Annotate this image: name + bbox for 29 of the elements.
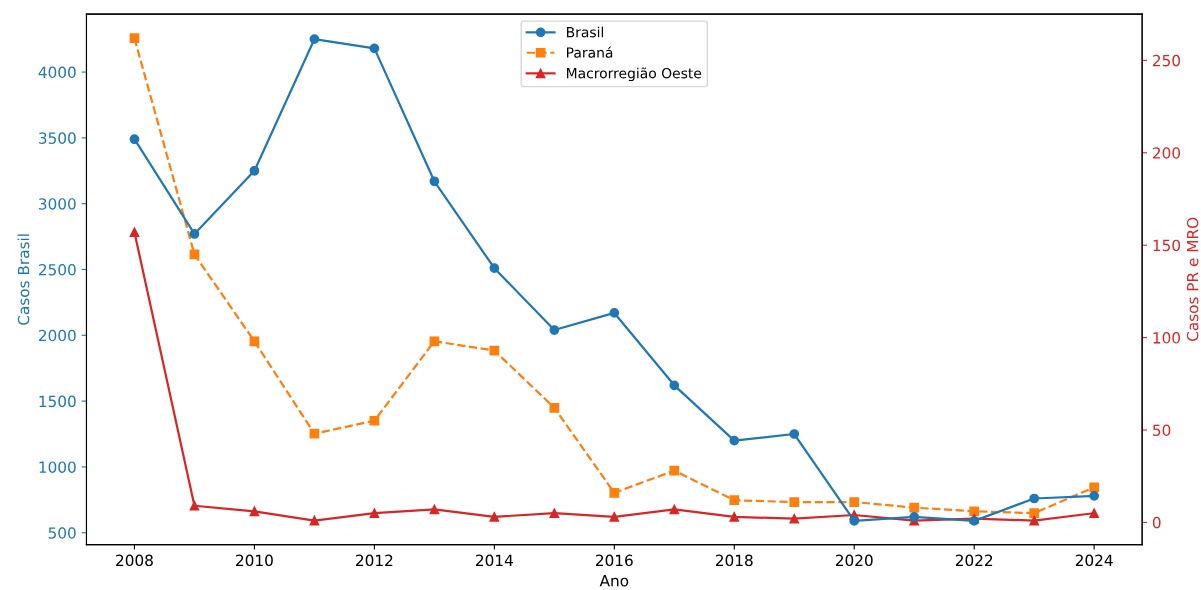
legend-label: Macrorregião Oeste bbox=[567, 67, 702, 82]
y2-tick-label: 50 bbox=[1153, 424, 1171, 437]
legend-label: Paraná bbox=[567, 46, 613, 58]
y-tick-label: 3500 bbox=[39, 132, 76, 144]
x-axis-title: Ano bbox=[599, 575, 629, 587]
y-tick-label: 2500 bbox=[38, 263, 76, 276]
y-tick-label: 2000 bbox=[38, 329, 76, 342]
y2-tick-label: 250 bbox=[1152, 54, 1181, 67]
y2-tick-label: 150 bbox=[1153, 239, 1181, 252]
x-tick-label: 2012 bbox=[356, 554, 393, 567]
x-tick-label: 2010 bbox=[236, 554, 273, 567]
y-axis-title: Casos Brasil bbox=[17, 234, 30, 325]
x-tick-label: 2024 bbox=[1075, 554, 1113, 567]
x-tick-label: 2020 bbox=[835, 554, 873, 567]
y-tick-label: 500 bbox=[48, 527, 76, 539]
legend-label: Brasil bbox=[567, 26, 604, 38]
x-tick-label: 2014 bbox=[476, 554, 513, 567]
y2-tick-label: 100 bbox=[1153, 332, 1181, 344]
x-tick-label: 2022 bbox=[955, 554, 993, 567]
x-tick-label: 2008 bbox=[116, 554, 153, 567]
x-tick-label: 2016 bbox=[595, 554, 633, 567]
x-tick-label: 2018 bbox=[715, 554, 753, 567]
y-tick-label: 3000 bbox=[39, 198, 76, 210]
y2-tick-label: 0 bbox=[1152, 516, 1161, 529]
y-tick-label: 1500 bbox=[39, 395, 76, 408]
y-tick-label: 1000 bbox=[39, 461, 76, 473]
y2-axis-title: Casos PR e MRO bbox=[1186, 217, 1199, 341]
y-tick-label: 4000 bbox=[38, 66, 76, 79]
y2-tick-label: 200 bbox=[1152, 147, 1181, 159]
